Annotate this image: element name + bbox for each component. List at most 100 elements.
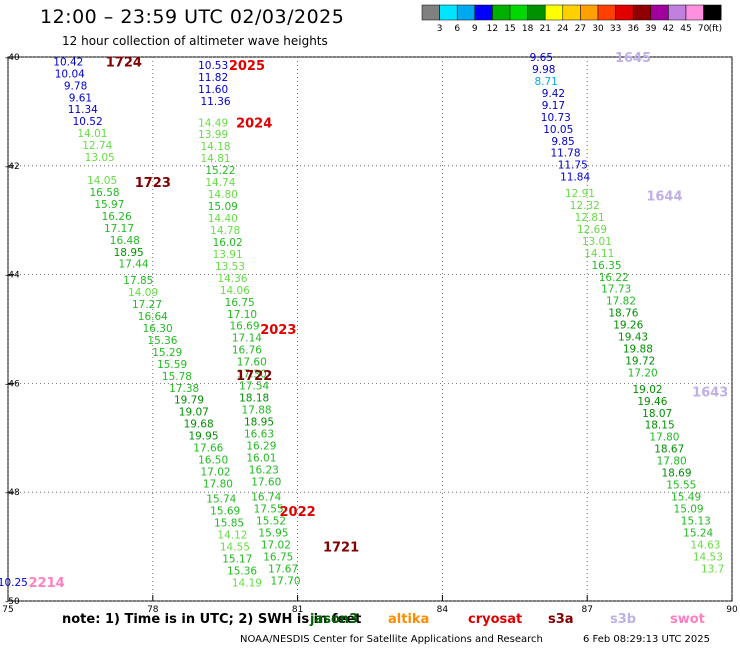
swh-value: 15.17 [222, 554, 252, 566]
color-scale-swatch [527, 4, 546, 21]
swh-value: 9.78 [64, 80, 87, 92]
swh-value: 14.18 [201, 141, 231, 153]
lat-label: -50 [5, 597, 20, 607]
swh-value: 8.71 [534, 76, 557, 88]
swh-value: 13.7 [701, 563, 724, 575]
swh-value: 14.36 [217, 273, 247, 285]
swh-value: 17.14 [232, 333, 262, 345]
pass-time-label: 1724 [106, 55, 142, 70]
swh-value: 15.36 [147, 335, 177, 347]
swh-value: 14.05 [87, 175, 117, 187]
color-scale-swatch [509, 4, 528, 21]
lat-label: -42 [5, 162, 20, 172]
swh-value: 17.70 [271, 575, 301, 587]
swh-value: 19.95 [188, 431, 218, 443]
swh-value: 19.26 [613, 320, 643, 332]
swh-value: 15.36 [227, 566, 257, 578]
swh-value: 13.99 [198, 129, 228, 141]
swh-value: 15.95 [258, 527, 288, 539]
swh-value: 16.01 [246, 452, 276, 464]
swh-value: 10.73 [541, 112, 571, 124]
swh-value: 14.06 [220, 285, 250, 297]
swh-value: 18.69 [661, 468, 691, 480]
color-scale-label: 33 [610, 24, 621, 34]
swh-value: 10.42 [53, 56, 83, 68]
color-scale-label: 27 [575, 24, 586, 34]
swh-value: 17.66 [193, 443, 223, 455]
swh-value: 17.44 [118, 259, 148, 271]
swh-value: 10.25 [0, 577, 28, 589]
color-scale-swatch [685, 4, 704, 21]
lat-label: -40 [5, 53, 20, 63]
color-scale-label: 18 [522, 24, 534, 34]
swh-value: 14.74 [205, 177, 235, 189]
swh-value: 13.05 [85, 152, 115, 164]
color-scale-unit: (ft) [709, 24, 723, 34]
mission-cryosat: cryosat [468, 612, 523, 627]
swh-value: 17.17 [104, 223, 134, 235]
swh-value: 16.75 [263, 551, 293, 563]
swh-value: 19.02 [633, 384, 663, 396]
lon-label: 90 [726, 605, 738, 615]
pass-time-label: 2214 [29, 576, 65, 591]
color-scale-swatch [632, 4, 652, 21]
swh-value: 14.40 [208, 213, 238, 225]
swh-value: 18.18 [239, 393, 269, 405]
swh-value: 14.63 [690, 539, 720, 551]
lat-label: -46 [5, 379, 20, 389]
swh-value: 17.55 [254, 504, 284, 516]
mission-s3a: s3a [548, 612, 574, 627]
pass-time-label: 2024 [236, 116, 272, 131]
color-scale-swatch [650, 4, 669, 21]
swh-value: 12.81 [575, 212, 605, 224]
swh-value: 16.26 [102, 211, 132, 223]
swh-value: 17.82 [606, 296, 636, 308]
lat-label: -44 [5, 271, 20, 281]
color-scale-swatch [492, 4, 511, 21]
swh-value: 19.79 [174, 395, 204, 407]
mission-legend: jason3 altika cryosat s3a s3b swot [0, 612, 740, 630]
swh-value: 16.76 [232, 345, 262, 357]
swh-value: 17.20 [628, 368, 658, 380]
swh-value: 17.27 [132, 299, 162, 311]
swh-value: 15.24 [683, 527, 713, 539]
swh-value: 16.64 [138, 311, 168, 323]
swh-value: 16.30 [143, 323, 173, 335]
lon-label: 87 [581, 605, 592, 615]
color-scale-label: 70 [698, 24, 710, 34]
swh-value: 13.53 [215, 261, 245, 273]
swh-value: 9.85 [551, 136, 574, 148]
swh-value: 18.07 [642, 408, 672, 420]
swh-value: 17.60 [237, 357, 267, 369]
swh-value: 18.15 [645, 420, 675, 432]
color-scale-label: 12 [487, 24, 498, 34]
swh-value: 16.63 [244, 428, 274, 440]
swh-value: 10.52 [73, 116, 103, 128]
swh-value: 14.53 [693, 551, 723, 563]
swh-value: 15.59 [157, 359, 187, 371]
pass-time-label: 1722 [236, 369, 272, 384]
color-scale-swatch [456, 4, 476, 21]
color-scale-swatch [615, 4, 634, 21]
swh-value: 14.01 [77, 128, 107, 140]
color-scale-swatch [703, 4, 722, 21]
lon-label: 75 [2, 605, 13, 615]
swh-value: 15.55 [666, 480, 696, 492]
swh-value: 13.01 [582, 236, 612, 248]
swh-value: 19.68 [184, 419, 214, 431]
swh-value: 17.80 [649, 432, 679, 444]
swh-value: 15.09 [674, 504, 704, 516]
swh-value: 11.34 [68, 104, 98, 116]
timestamp-text: 6 Feb 08:29:13 UTC 2025 [583, 634, 710, 645]
color-scale-label: 21 [539, 24, 550, 34]
swh-value: 9.17 [542, 100, 565, 112]
swh-value: 16.48 [110, 235, 140, 247]
swh-value: 12.91 [565, 188, 595, 200]
swh-value: 12.32 [570, 200, 600, 212]
swh-value: 18.95 [114, 247, 144, 259]
swh-value: 15.74 [206, 494, 236, 506]
swh-value: 14.19 [232, 578, 262, 590]
swh-value: 17.80 [203, 478, 233, 490]
swh-value: 17.67 [268, 563, 298, 575]
